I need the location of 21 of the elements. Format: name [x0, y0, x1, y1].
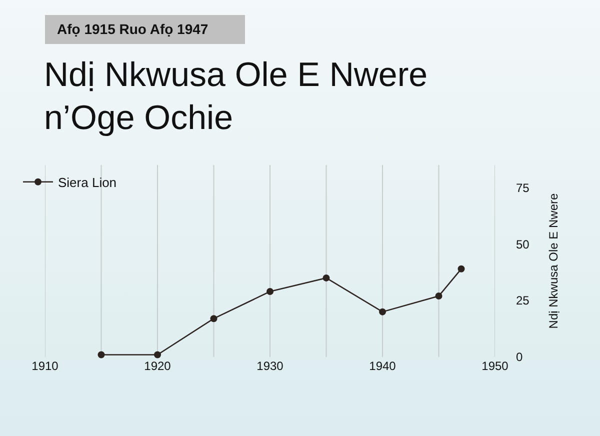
chart-title: Ndị Nkwusa Ole E Nwere n’Oge Ochie	[44, 55, 429, 139]
point	[435, 292, 442, 300]
chart-subtitle: Afọ 1915 Ruo Afọ 1947	[45, 15, 245, 44]
x-tick-label: 1950	[482, 359, 509, 373]
y-axis-title: Ndị Nkwusa Ole E Nwere	[546, 192, 561, 329]
point	[98, 351, 105, 358]
point	[266, 288, 274, 295]
y-tick-label: 25	[516, 294, 530, 308]
point	[458, 265, 465, 272]
legend-label: Siera Lion	[58, 174, 117, 190]
point	[154, 351, 161, 358]
x-tick-label: 1920	[144, 359, 172, 373]
point	[379, 308, 386, 316]
x-tick-label: 1940	[369, 359, 396, 373]
y-tick-label: 0	[516, 350, 523, 364]
y-tick-label: 75	[516, 180, 530, 195]
x-tick-label: 1930	[256, 359, 284, 373]
x-tick-label: 1910	[32, 359, 59, 373]
y-tick-label: 50	[516, 237, 530, 252]
point	[210, 315, 218, 322]
point	[322, 274, 330, 282]
